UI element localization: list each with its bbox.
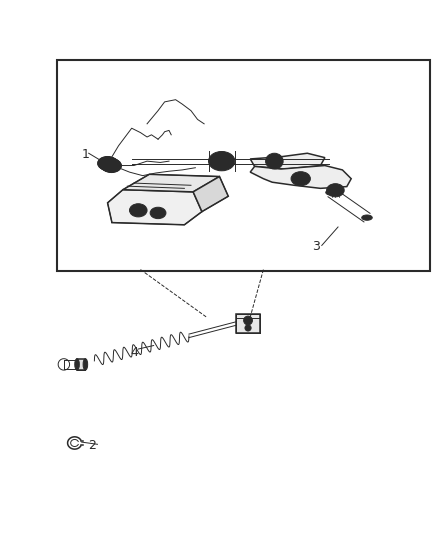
Ellipse shape [290,172,310,185]
Ellipse shape [98,157,117,170]
Ellipse shape [208,151,234,171]
Ellipse shape [100,158,120,172]
Ellipse shape [154,211,162,215]
Polygon shape [250,166,350,188]
Ellipse shape [330,187,339,193]
Polygon shape [107,190,201,225]
Ellipse shape [361,215,371,220]
Text: 1: 1 [81,148,89,161]
FancyBboxPatch shape [57,60,429,271]
Ellipse shape [270,158,277,164]
Polygon shape [236,314,259,334]
Ellipse shape [74,359,79,370]
Ellipse shape [129,204,147,217]
Polygon shape [193,176,228,212]
Polygon shape [123,174,219,192]
Ellipse shape [326,184,343,197]
Ellipse shape [325,190,336,195]
Ellipse shape [243,316,252,325]
Polygon shape [77,359,85,370]
Ellipse shape [244,325,251,331]
Text: 4: 4 [130,345,138,359]
Ellipse shape [83,359,88,370]
Ellipse shape [296,175,304,182]
Text: 3: 3 [311,240,319,253]
Ellipse shape [215,157,227,165]
Ellipse shape [99,158,118,171]
Text: 2: 2 [88,439,96,452]
Ellipse shape [102,159,121,172]
Polygon shape [250,154,324,169]
Ellipse shape [134,207,142,213]
Ellipse shape [265,154,283,169]
Ellipse shape [150,207,166,219]
